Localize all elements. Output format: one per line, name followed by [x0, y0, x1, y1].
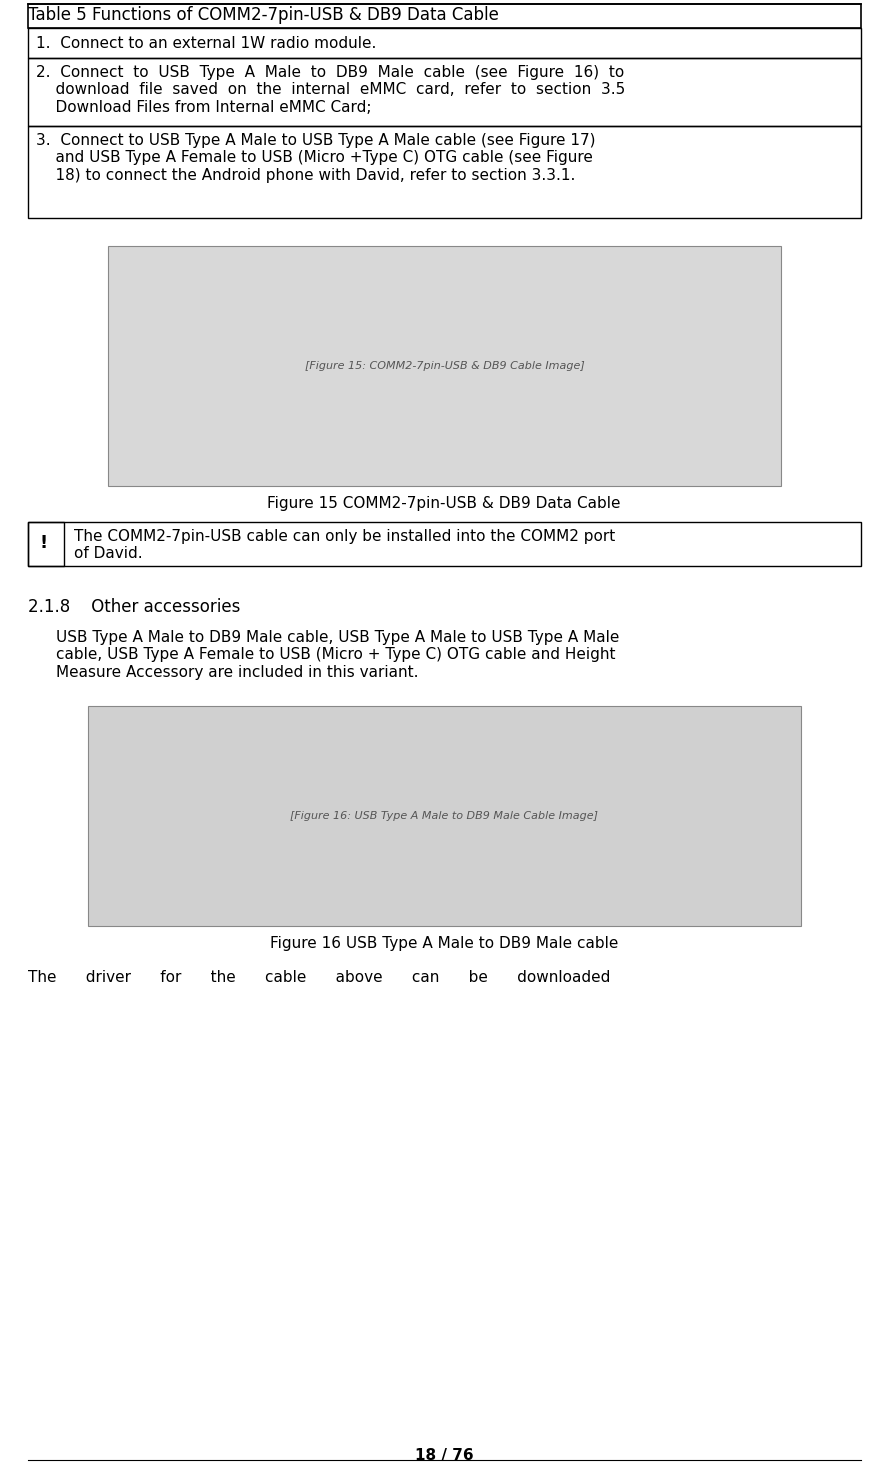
Text: The      driver      for      the      cable      above      can      be      do: The driver for the cable above can be do: [28, 970, 611, 986]
Text: USB Type A Male to DB9 Male cable, USB Type A Male to USB Type A Male
cable, USB: USB Type A Male to DB9 Male cable, USB T…: [56, 630, 620, 680]
Text: Figure 15 COMM2-7pin-USB & DB9 Data Cable: Figure 15 COMM2-7pin-USB & DB9 Data Cabl…: [268, 497, 621, 511]
Text: Figure 16 USB Type A Male to DB9 Male cable: Figure 16 USB Type A Male to DB9 Male ca…: [270, 936, 618, 950]
Text: [Figure 15: COMM2-7pin-USB & DB9 Cable Image]: [Figure 15: COMM2-7pin-USB & DB9 Cable I…: [305, 361, 584, 372]
Text: 2.1.8    Other accessories: 2.1.8 Other accessories: [28, 598, 240, 616]
Text: 18 / 76: 18 / 76: [414, 1448, 473, 1463]
Bar: [28, 4, 861, 28]
Text: [Figure 16: USB Type A Male to DB9 Male Cable Image]: [Figure 16: USB Type A Male to DB9 Male …: [291, 811, 598, 821]
Text: 1.  Connect to an external 1W radio module.: 1. Connect to an external 1W radio modul…: [36, 37, 376, 51]
Bar: [108, 245, 781, 486]
Text: 2.  Connect  to  USB  Type  A  Male  to  DB9  Male  cable  (see  Figure  16)  to: 2. Connect to USB Type A Male to DB9 Mal…: [36, 65, 625, 115]
Bar: [28, 521, 64, 566]
Text: !: !: [40, 535, 48, 552]
Text: The COMM2-7pin-USB cable can only be installed into the COMM2 port
of David.: The COMM2-7pin-USB cable can only be ins…: [74, 529, 615, 561]
Text: 3.  Connect to USB Type A Male to USB Type A Male cable (see Figure 17)
    and : 3. Connect to USB Type A Male to USB Typ…: [36, 134, 596, 182]
Bar: [28, 57, 861, 126]
Bar: [88, 707, 801, 925]
Text: Table 5 Functions of COMM2-7pin-USB & DB9 Data Cable: Table 5 Functions of COMM2-7pin-USB & DB…: [28, 6, 499, 24]
Bar: [28, 28, 861, 57]
Bar: [28, 521, 861, 566]
Bar: [28, 126, 861, 217]
